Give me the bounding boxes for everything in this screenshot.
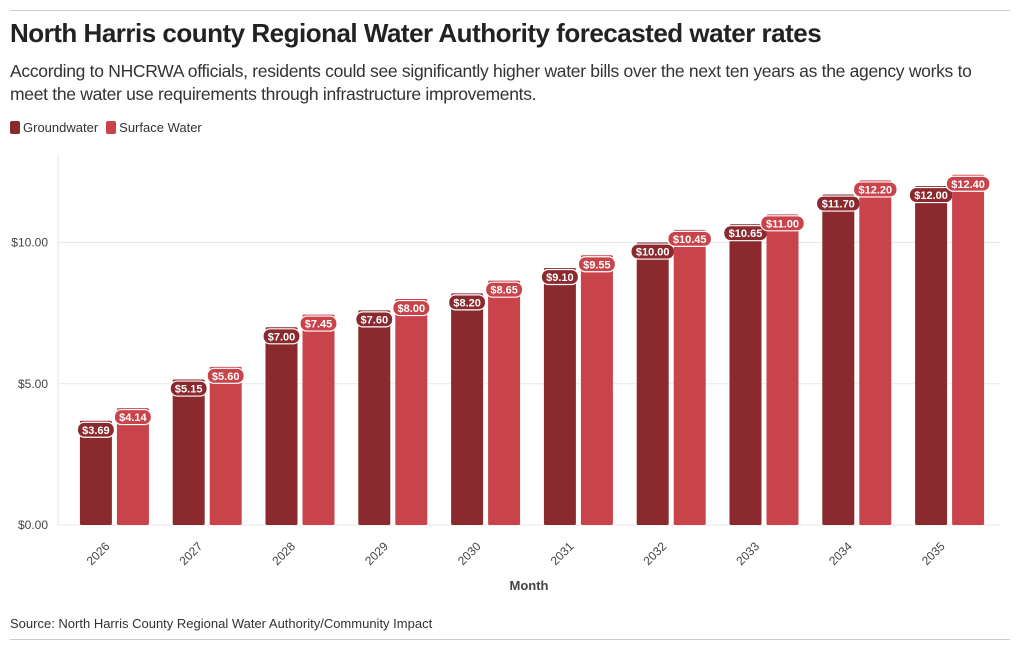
bar-groundwater (265, 327, 298, 525)
bar-surface-water (673, 229, 706, 525)
bar-groundwater (636, 242, 669, 525)
data-label-badge (355, 311, 394, 328)
legend-label-surface-water: Surface Water (119, 120, 202, 135)
data-label: $8.20 (453, 297, 481, 309)
bar-surface-water (488, 280, 521, 525)
data-label: $9.10 (546, 272, 574, 284)
data-label-badge (76, 421, 116, 438)
bar-surface-water (302, 314, 335, 525)
data-label: $12.20 (858, 184, 892, 196)
data-label: $12.00 (914, 190, 948, 202)
y-tick-label: $10.00 (11, 236, 48, 250)
data-label: $8.00 (398, 303, 426, 315)
top-divider (10, 10, 1010, 11)
data-label-badge (577, 256, 617, 273)
data-label-badge (667, 230, 713, 247)
data-label: $10.65 (729, 228, 763, 240)
x-tick-label: 2032 (641, 539, 670, 568)
x-tick-label: 2033 (733, 539, 762, 568)
data-label: $4.14 (119, 412, 147, 424)
data-label: $7.00 (268, 331, 296, 343)
bar-groundwater (822, 194, 855, 525)
chart-subtitle: According to NHCRWA officials, residents… (10, 61, 972, 104)
legend-swatch-surface-water (106, 121, 117, 134)
bar-surface-water (859, 180, 892, 525)
data-label-badge (262, 328, 301, 345)
data-label: $8.65 (490, 285, 518, 297)
x-tick-label: 2031 (548, 539, 577, 568)
legend-label-groundwater: Groundwater (23, 120, 99, 135)
bar-surface-water (766, 214, 799, 525)
x-tick-label: 2035 (919, 539, 948, 568)
bar-groundwater (172, 379, 205, 525)
bar-surface-water (116, 408, 149, 525)
data-label-badge (113, 408, 153, 426)
bar-chart: $0.00 $5.00 $10.00 $3.69 $4.14 2026 $5.15 $5.60… (11, 155, 1000, 593)
bar-groundwater (358, 310, 391, 525)
x-axis-title: Month (510, 578, 549, 593)
legend-item-surface-water[interactable]: Surface Water (106, 120, 202, 135)
data-label: $5.15 (175, 384, 203, 396)
x-tick-label: 2029 (362, 539, 391, 568)
data-label: $11.00 (766, 218, 799, 230)
source-note: Source: North Harris County Regional Wat… (10, 616, 433, 631)
y-tick-label: $5.00 (18, 377, 48, 391)
x-tick-label: 2028 (269, 539, 298, 568)
bar-surface-water (209, 366, 242, 525)
data-label: $7.45 (305, 319, 333, 331)
bar-groundwater (543, 267, 576, 525)
data-label-badge (485, 281, 524, 298)
x-tick-label: 2026 (84, 539, 113, 568)
data-label: $9.55 (583, 259, 611, 271)
data-label-badge (392, 299, 431, 317)
data-label-badge (169, 380, 208, 397)
chart-title: North Harris county Regional Water Autho… (10, 18, 822, 48)
data-label: $10.45 (673, 234, 707, 246)
data-label: $5.60 (212, 371, 240, 383)
legend: Groundwater Surface Water (10, 120, 210, 135)
data-label-badge (448, 294, 487, 311)
data-label-badge (945, 175, 991, 192)
x-tick-label: 2030 (455, 539, 484, 568)
data-label: $3.69 (82, 425, 110, 437)
data-label: $7.60 (361, 314, 389, 326)
data-label: $10.00 (636, 247, 670, 259)
bar-groundwater (915, 186, 948, 525)
legend-item-groundwater[interactable]: Groundwater (10, 120, 98, 135)
data-label-badge (852, 181, 898, 198)
y-tick-label: $0.00 (18, 518, 48, 532)
data-label: $12.40 (951, 179, 985, 191)
bar-groundwater (729, 224, 762, 525)
bar-surface-water (395, 299, 428, 525)
data-label-badge (206, 367, 245, 384)
legend-swatch-groundwater (10, 121, 20, 134)
data-label: $11.70 (822, 199, 855, 211)
bottom-divider (10, 639, 1010, 640)
bar-surface-water (580, 255, 613, 525)
bar-groundwater (451, 293, 484, 525)
bar-surface-water (952, 174, 985, 525)
data-label-badge (760, 215, 805, 232)
x-tick-label: 2034 (826, 539, 855, 568)
x-tick-label: 2027 (177, 539, 206, 568)
data-label-badge (299, 315, 338, 332)
data-label-badge (540, 268, 580, 286)
bar-groundwater (79, 420, 112, 525)
